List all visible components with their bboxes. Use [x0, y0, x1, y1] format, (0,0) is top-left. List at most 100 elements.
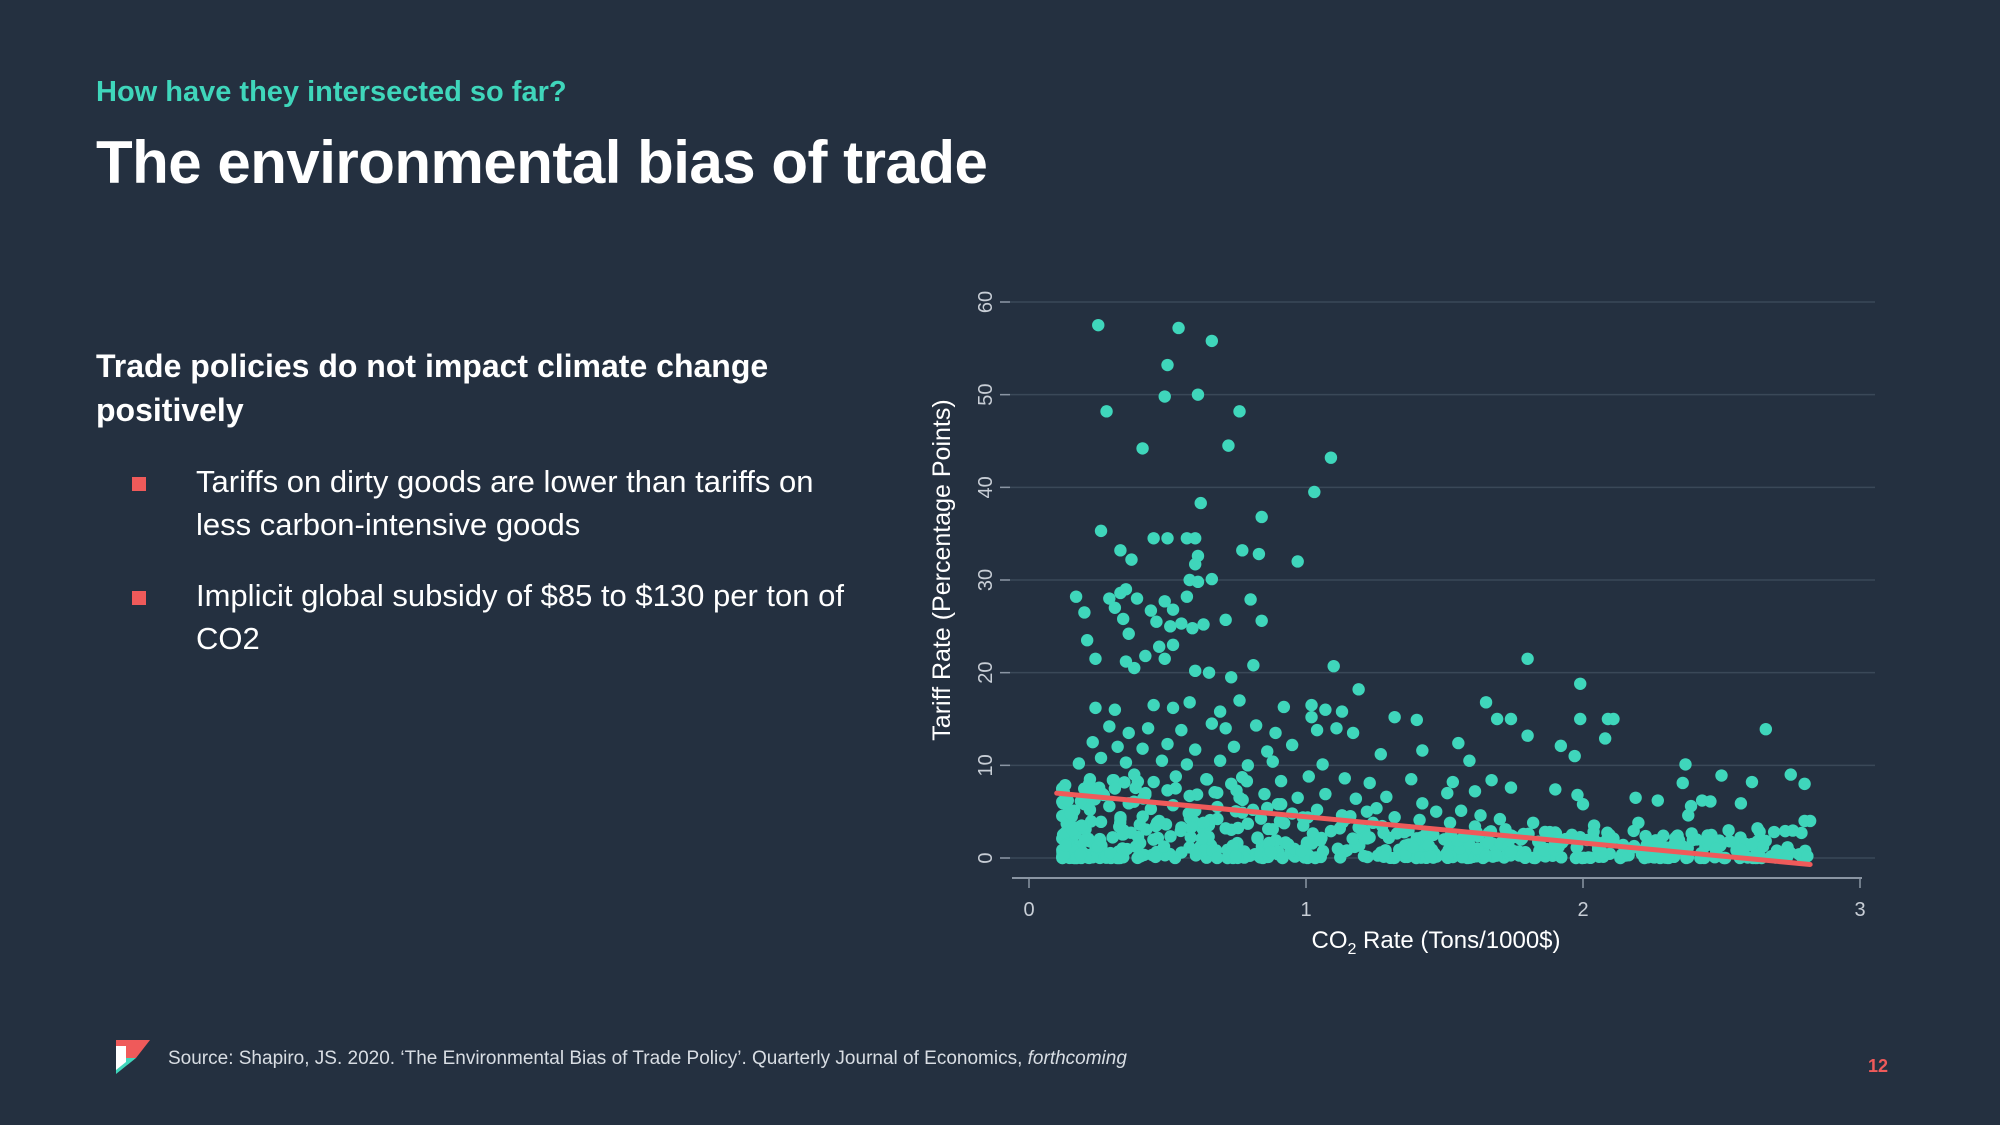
- data-point: [1104, 846, 1117, 860]
- data-point: [1161, 737, 1174, 751]
- data-point: [1225, 671, 1238, 684]
- data-point: [1310, 803, 1324, 817]
- data-point: [1493, 812, 1507, 826]
- data-point: [1225, 777, 1238, 791]
- data-point: [1205, 717, 1219, 730]
- data-point: [1189, 664, 1202, 678]
- trend-line: [1054, 790, 1813, 867]
- data-point: [1072, 757, 1086, 770]
- data-point: [1161, 784, 1174, 797]
- data-point: [1406, 840, 1420, 854]
- data-point: [1360, 805, 1374, 818]
- data-point: [1252, 547, 1266, 561]
- data-point: [1130, 592, 1144, 605]
- data-point: [1388, 811, 1401, 824]
- bullet-item: Implicit global subsidy of $85 to $130 p…: [96, 574, 856, 660]
- data-point: [1122, 627, 1135, 640]
- page-title: The environmental bias of trade: [96, 129, 988, 196]
- data-point: [1108, 601, 1122, 614]
- data-point: [1452, 736, 1465, 750]
- data-point: [1147, 775, 1160, 789]
- data-point: [1266, 755, 1279, 768]
- data-point: [1380, 790, 1393, 804]
- data-point: [1164, 830, 1177, 843]
- data-point: [1083, 803, 1097, 817]
- bullet-list: Tariffs on dirty goods are lower than ta…: [96, 460, 856, 688]
- data-point: [1779, 824, 1792, 838]
- data-point: [1676, 776, 1689, 790]
- data-point: [1264, 845, 1278, 859]
- source-citation: Source: Shapiro, JS. 2020. ‘The Environm…: [168, 1048, 1127, 1070]
- data-point: [1639, 829, 1652, 843]
- data-point: [1111, 740, 1124, 753]
- data-point: [1723, 835, 1737, 848]
- data-point: [1679, 758, 1692, 771]
- data-point: [1543, 825, 1556, 839]
- data-point: [1150, 615, 1163, 628]
- data-point: [1128, 661, 1141, 675]
- data-point: [1247, 659, 1260, 672]
- data-point: [1429, 805, 1443, 818]
- data-point: [1208, 786, 1221, 799]
- data-point: [1659, 851, 1672, 864]
- data-point: [1251, 832, 1264, 845]
- data-point: [1285, 738, 1299, 752]
- data-point: [1504, 712, 1518, 726]
- data-point: [1598, 732, 1612, 745]
- data-point: [1734, 797, 1748, 810]
- data-point: [1709, 842, 1723, 855]
- data-point: [1254, 812, 1268, 825]
- data-point: [1416, 744, 1429, 757]
- data-point: [1784, 768, 1797, 781]
- data-point: [1100, 405, 1113, 418]
- data-point: [1334, 851, 1347, 864]
- data-point: [1136, 742, 1149, 755]
- data-point: [1089, 652, 1102, 665]
- data-point: [1734, 843, 1748, 856]
- data-point: [1538, 844, 1551, 857]
- bullet-text: Tariffs on dirty goods are lower than ta…: [196, 464, 814, 542]
- data-point: [1526, 816, 1540, 829]
- data-point: [1119, 655, 1133, 668]
- data-point: [1157, 840, 1171, 853]
- data-point: [1701, 832, 1714, 845]
- data-point: [1388, 851, 1401, 865]
- data-point: [1587, 819, 1601, 832]
- data-point: [1468, 820, 1482, 833]
- data-point: [1189, 743, 1202, 756]
- x-tick-label: 2: [1577, 899, 1588, 921]
- data-point: [1078, 833, 1092, 846]
- data-point: [1166, 701, 1180, 715]
- data-point: [1233, 694, 1246, 707]
- data-point: [1249, 719, 1263, 732]
- data-point: [1139, 649, 1152, 663]
- data-point: [1116, 612, 1130, 626]
- data-point: [1069, 590, 1083, 603]
- data-point: [1576, 798, 1590, 811]
- data-point: [1490, 849, 1503, 862]
- data-point: [1770, 844, 1784, 857]
- data-point: [1175, 617, 1188, 630]
- data-point: [1479, 696, 1493, 709]
- data-point: [1147, 532, 1160, 545]
- y-tick-label: 30: [975, 569, 997, 591]
- data-point: [1108, 782, 1122, 795]
- data-point: [1314, 834, 1327, 847]
- data-point: [1202, 666, 1216, 679]
- data-point: [1194, 496, 1207, 510]
- data-point: [1521, 652, 1534, 665]
- data-point: [1108, 703, 1122, 716]
- brand-logo-icon: [116, 1040, 150, 1074]
- data-point: [1197, 816, 1210, 829]
- data-point: [1175, 846, 1188, 859]
- data-point: [1273, 814, 1287, 828]
- data-point: [1690, 833, 1703, 846]
- source-text: Source: Shapiro, JS. 2020. ‘The Environm…: [168, 1048, 1028, 1069]
- data-point: [1346, 726, 1360, 740]
- data-point: [1629, 791, 1642, 804]
- data-point: [1518, 851, 1532, 865]
- data-point: [1255, 614, 1268, 627]
- data-point: [1180, 590, 1194, 603]
- data-point: [1274, 774, 1288, 788]
- data-point: [1147, 698, 1160, 712]
